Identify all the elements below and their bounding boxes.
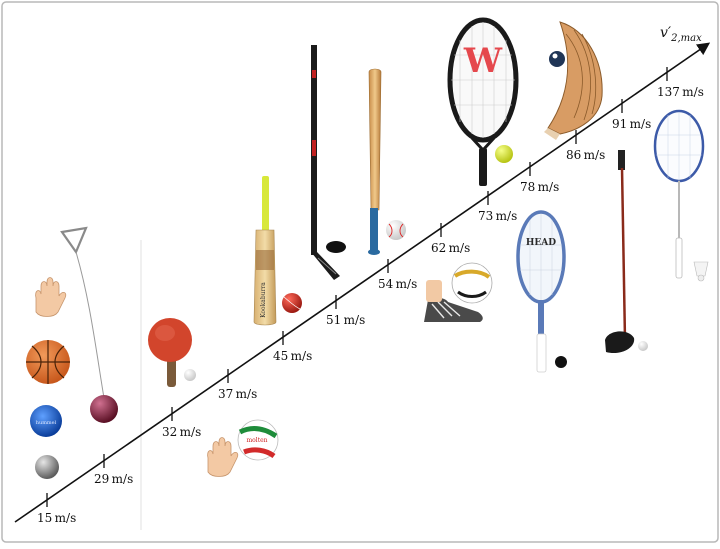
golf-club-icon (605, 150, 635, 354)
tick-label: 73 m/s (478, 209, 517, 223)
squash-ball-icon (555, 356, 567, 368)
tick-label: 54 m/s (378, 277, 417, 291)
hockey-puck-icon (326, 241, 346, 253)
axis-ticks: 15 m/s 29 m/s 32 m/s 37 m/s 45 m/s 51 m/s 54 m… (37, 67, 704, 525)
tick-label: 78 m/s (520, 180, 559, 194)
tick-label: 86 m/s (566, 148, 605, 162)
cricket-bat-icon: Kookaburra (253, 176, 277, 326)
tick-label: 51 m/s (326, 313, 365, 327)
basketball-icon (26, 340, 70, 384)
tick-label: 15 m/s (37, 511, 76, 525)
volleyball-icon: molten (237, 419, 279, 461)
cricket-ball-icon (282, 293, 302, 313)
shoe-icon (424, 280, 483, 322)
squash-racket-icon: HEAD (516, 210, 566, 373)
hand-icon (35, 277, 67, 317)
badminton-racket-icon (653, 109, 705, 279)
squash-brand: HEAD (526, 238, 556, 248)
tennis-ball-icon (495, 145, 513, 163)
ping-pong-ball-icon (184, 369, 196, 381)
jai-alai-cesta-icon (544, 21, 603, 140)
axis-label: v′2,max (660, 25, 702, 44)
shot-put-ball-icon (35, 455, 59, 479)
tick-label: 137 m/s (657, 85, 704, 99)
tick-label: 32 m/s (162, 425, 201, 439)
baseball-bat-icon (368, 68, 382, 255)
tick-label: 45 m/s (273, 349, 312, 363)
volleyball-brand: molten (246, 437, 267, 444)
speed-axis (14, 42, 711, 523)
shuttlecock-icon (693, 261, 709, 282)
golf-ball-icon (638, 341, 648, 351)
soccer-ball-icon (451, 262, 493, 304)
hammer-throw-icon (60, 226, 118, 423)
baseball-icon (386, 220, 406, 240)
tick-label: 62 m/s (431, 241, 470, 255)
table-tennis-paddle-icon (148, 318, 192, 387)
pool-ball-icon (549, 51, 565, 67)
tick-label: 37 m/s (218, 387, 257, 401)
cricket-bat-brand: Kookaburra (260, 282, 267, 318)
hockey-stick-icon (311, 45, 340, 280)
racket-brand: W (463, 41, 503, 81)
svg-text:hummel: hummel (36, 420, 57, 426)
handball-icon: hummel (30, 405, 62, 437)
hand-icon (207, 437, 239, 477)
tick-label: 29 m/s (94, 472, 133, 486)
tick-label: 91 m/s (612, 117, 651, 131)
tennis-racket-icon: W (447, 17, 519, 186)
